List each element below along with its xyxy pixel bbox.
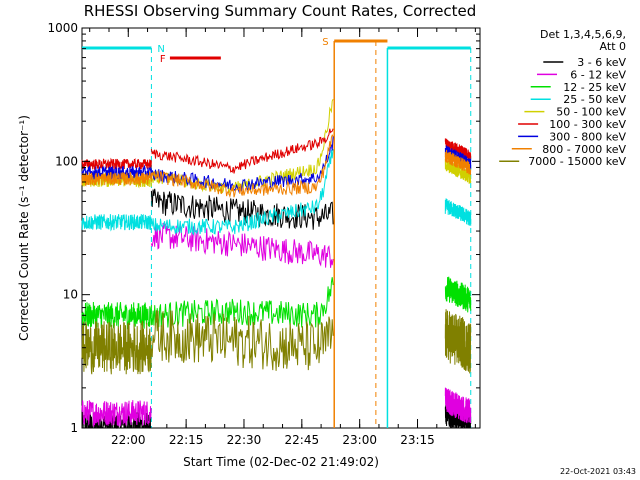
legend-label: 100 - 300 keV: [549, 118, 626, 131]
series-line: [81, 170, 152, 187]
series-line: [444, 276, 472, 313]
x-tick-label: 23:15: [400, 433, 435, 447]
series-line: [150, 277, 334, 328]
series-line: [150, 136, 334, 194]
series-line: [444, 149, 472, 176]
series-line: [444, 309, 472, 374]
legend-label: 6 - 12 keV: [570, 68, 626, 81]
series-line: [81, 321, 152, 375]
series-line: [150, 310, 334, 371]
legend-label: 300 - 800 keV: [549, 130, 626, 143]
series-line: [81, 301, 152, 330]
timestamp-footer: 22-Oct-2021 03:43: [560, 467, 636, 476]
x-tick-label: 22:00: [111, 433, 146, 447]
flag-label-s: S: [322, 37, 328, 48]
series-line: [150, 133, 334, 199]
series-line: [81, 400, 152, 428]
legend-header-1: Det 1,3,4,5,6,9,: [540, 28, 626, 41]
y-tick-label: 1: [70, 421, 78, 435]
y-tick-label: 1000: [47, 21, 78, 35]
series-line: [150, 149, 334, 236]
legend-label: 12 - 25 keV: [563, 81, 626, 94]
x-tick-label: 22:15: [169, 433, 204, 447]
series-line: [444, 198, 472, 226]
legend-label: 7000 - 15000 keV: [528, 155, 626, 168]
series-line: [150, 222, 334, 268]
y-tick-label: 10: [63, 288, 78, 302]
series-lines: [81, 98, 472, 430]
legend-label: 3 - 6 keV: [577, 56, 626, 69]
legend-header-2: Att 0: [600, 40, 626, 53]
x-tick-label: 22:30: [227, 433, 262, 447]
legend-label: 800 - 7000 keV: [542, 143, 626, 156]
chart-title: RHESSI Observing Summary Count Rates, Co…: [84, 2, 477, 20]
legend-label: 50 - 100 keV: [556, 106, 626, 119]
series-line: [150, 128, 334, 174]
series-line: [444, 387, 472, 424]
series-line: [81, 213, 152, 232]
y-axis-label: Corrected Count Rate (s⁻¹ detector⁻¹): [17, 115, 31, 341]
x-tick-label: 23:00: [342, 433, 377, 447]
x-tick-label: 22:45: [285, 433, 320, 447]
legend-label: 25 - 50 keV: [563, 93, 626, 106]
axes: 1 10 100 1000 22:00 22:15 22:30 22:45 23:00 23:15: [47, 21, 480, 447]
y-tick-label: 100: [55, 154, 78, 168]
series-line: [150, 188, 334, 230]
series-line: [81, 164, 152, 181]
flag-label-f: F: [160, 54, 166, 65]
x-axis-label: Start Time (02-Dec-02 21:49:02): [183, 455, 379, 469]
flag-label-n: N: [157, 44, 164, 55]
